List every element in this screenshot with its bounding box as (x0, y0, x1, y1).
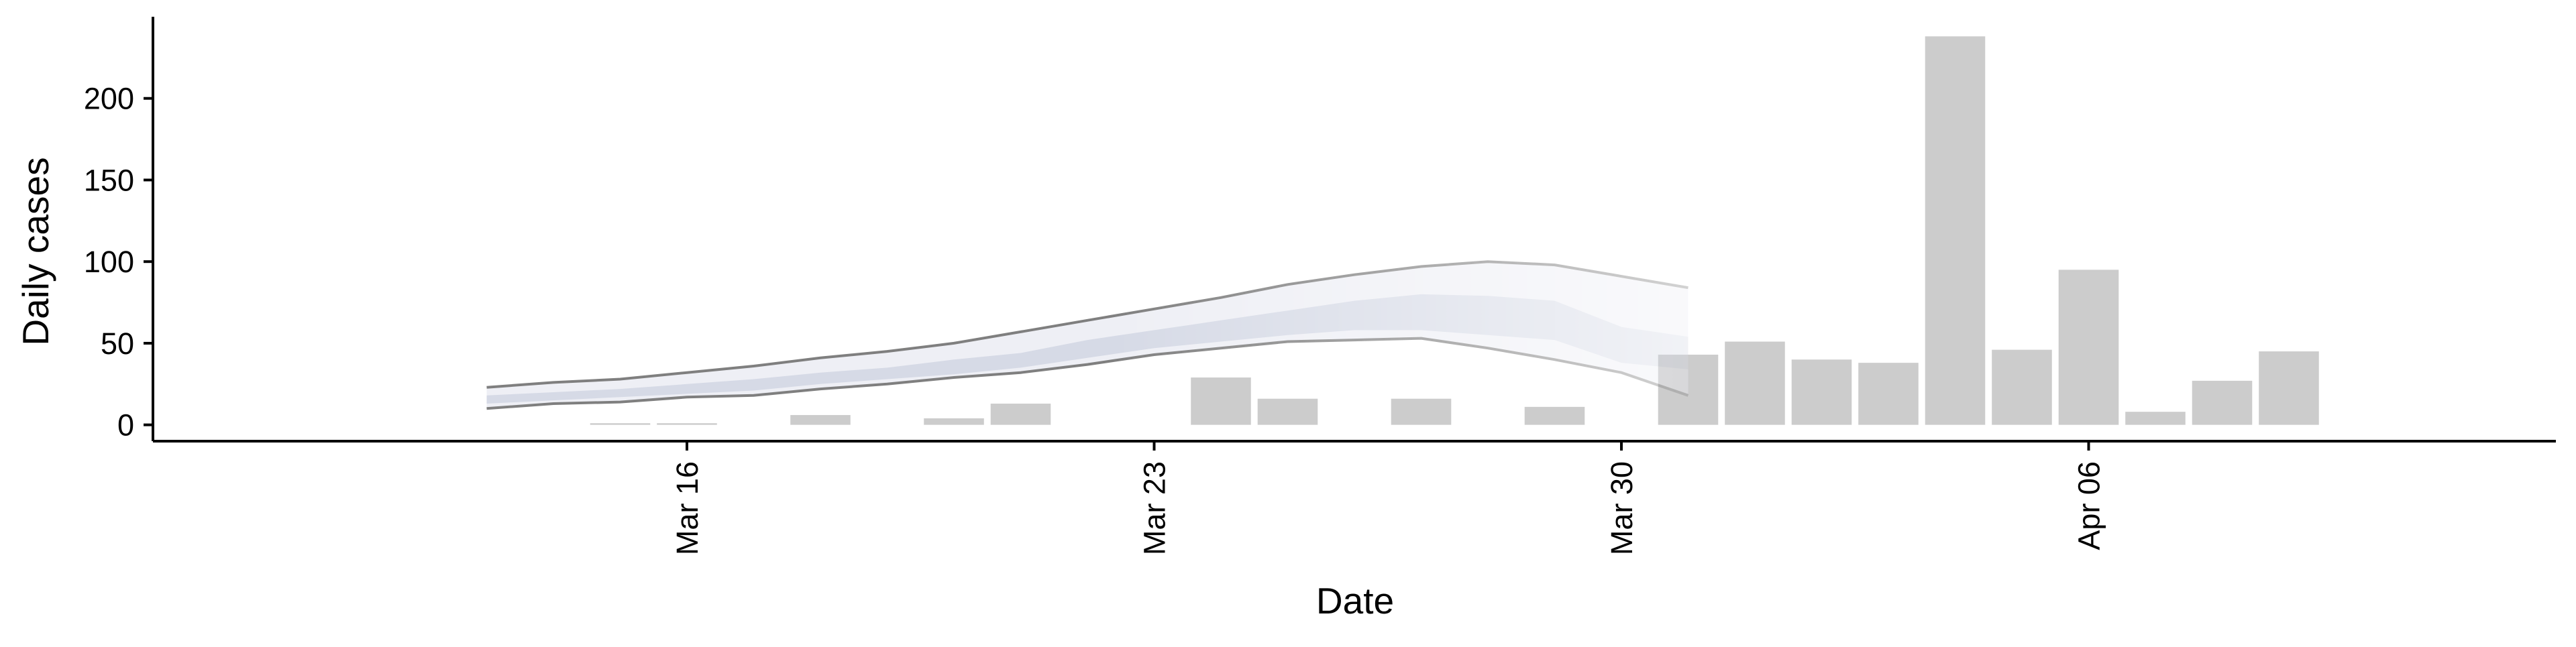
bar-2020-04-07 (2125, 412, 2186, 425)
x-tick-label-Mar 16: Mar 16 (670, 461, 704, 555)
bar-2020-04-02 (1791, 359, 1852, 425)
inner-band-area (486, 294, 1688, 404)
y-tick-label-50: 50 (101, 327, 134, 361)
outer-band-upper-line (486, 260, 1688, 389)
bar-2020-04-08 (2192, 380, 2253, 425)
y-tick-label-150: 150 (84, 163, 134, 197)
bar-2020-03-15 (590, 423, 651, 425)
y-tick-label-0: 0 (117, 408, 134, 443)
bar-2020-04-04 (1925, 36, 1986, 425)
bar-2020-04-01 (1725, 341, 1785, 425)
bar-2020-03-29 (1524, 406, 1585, 425)
bar-2020-03-27 (1391, 398, 1452, 425)
x-axis-title: Date (1316, 580, 1394, 622)
bar-2020-04-03 (1858, 363, 1919, 425)
bar-2020-03-25 (1257, 398, 1318, 425)
bar-2020-03-16 (657, 423, 717, 425)
bar-2020-04-05 (1992, 349, 2052, 425)
axes-layer: 0 50 100 150 200 Mar 16 Mar 23 Mar 30 Apr 06 (84, 17, 2556, 555)
bar-2020-03-24 (1191, 377, 1251, 425)
bar-2020-03-21 (990, 404, 1051, 425)
outer-band-lower-line (486, 337, 1689, 410)
bar-2020-03-18 (790, 415, 851, 425)
x-tick-label-Mar 23: Mar 23 (1138, 461, 1172, 555)
x-tick-label-Mar 30: Mar 30 (1605, 461, 1639, 555)
bar-2020-03-20 (924, 418, 984, 425)
x-tick-label-Apr 06: Apr 06 (2072, 461, 2106, 550)
y-tick-label-100: 100 (84, 245, 134, 279)
bar-2020-04-06 (2058, 270, 2119, 425)
bar-2020-04-09 (2259, 351, 2319, 425)
bars-layer (590, 36, 2319, 425)
y-axis-title: Daily cases (15, 157, 56, 345)
estimate-band-layer (486, 260, 1689, 410)
y-tick-label-200: 200 (84, 82, 134, 116)
